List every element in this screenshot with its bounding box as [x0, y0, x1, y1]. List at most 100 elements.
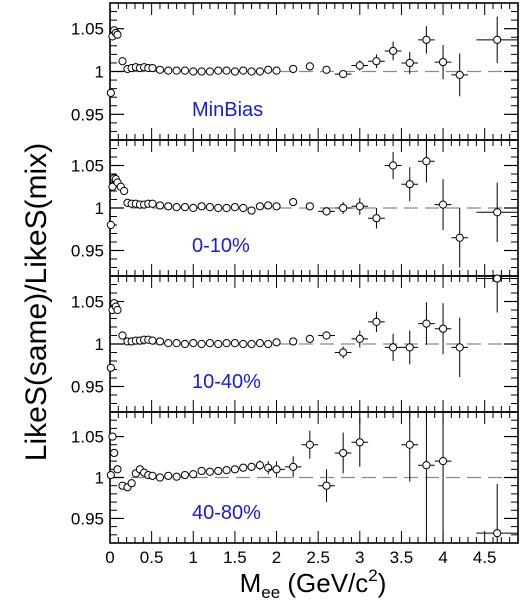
- data-point: [494, 36, 501, 43]
- x-axis-label-sup: 2: [368, 566, 377, 585]
- data-point: [107, 221, 114, 228]
- data-point: [290, 65, 297, 72]
- x-tick-label: 0: [105, 548, 114, 567]
- data-point: [181, 471, 188, 478]
- panel-2: 0.95 1 1.05 0-10%: [71, 140, 518, 276]
- data-point: [109, 433, 116, 440]
- y-tick-label: 1: [95, 469, 104, 488]
- data-point: [240, 340, 247, 347]
- data-point: [121, 187, 128, 194]
- panel-4: 0.95 1 1.05 0 0.5 1 1.5 2 2.5 3 3.5 4 4.5 40-80%: [71, 412, 518, 567]
- data-point: [494, 275, 501, 282]
- data-point: [240, 67, 247, 74]
- data-point: [190, 471, 197, 478]
- data-point: [439, 201, 446, 208]
- y-tick-label: 1: [95, 335, 104, 354]
- y-tick-label: 0.95: [71, 509, 104, 528]
- data-point: [107, 364, 114, 371]
- y-tick-label: 1: [95, 199, 104, 218]
- data-point: [248, 68, 255, 75]
- data-point: [149, 472, 156, 479]
- data-point: [181, 340, 188, 347]
- data-point: [190, 204, 197, 211]
- data-point: [248, 207, 255, 214]
- data-point: [406, 441, 413, 448]
- data-point: [190, 68, 197, 75]
- x-axis-label-main: M: [240, 568, 262, 598]
- data-point: [240, 204, 247, 211]
- data-point: [128, 480, 135, 487]
- data-point: [215, 340, 222, 347]
- x-axis-label-close: ): [378, 568, 387, 598]
- data-point: [149, 200, 156, 207]
- data-point: [165, 340, 172, 347]
- x-tick-label: 1.5: [223, 548, 247, 567]
- data-point: [323, 482, 330, 489]
- data-point: [423, 320, 430, 327]
- data-point: [423, 36, 430, 43]
- data-point: [265, 202, 272, 209]
- data-point: [290, 463, 297, 470]
- data-point: [273, 67, 280, 74]
- data-point: [356, 62, 363, 69]
- data-point: [248, 340, 255, 347]
- y-tick-label: 1.05: [71, 157, 104, 176]
- data-point: [114, 306, 121, 313]
- panel-label: 40-80%: [192, 502, 261, 524]
- data-point: [198, 203, 205, 210]
- data-point: [149, 337, 156, 344]
- data-point: [198, 467, 205, 474]
- data-point: [190, 340, 197, 347]
- data-point: [156, 66, 163, 73]
- panel-label: MinBias: [192, 99, 263, 121]
- data-point: [181, 204, 188, 211]
- data-point: [406, 344, 413, 351]
- y-tick-label: 1.05: [71, 428, 104, 447]
- data-point: [149, 64, 156, 71]
- data-point: [107, 471, 114, 478]
- data-point: [206, 204, 213, 211]
- data-point: [323, 332, 330, 339]
- y-tick-label: 1: [95, 63, 104, 82]
- data-point: [323, 66, 330, 73]
- data-point: [215, 467, 222, 474]
- y-tick-label: 1.05: [71, 293, 104, 312]
- data-point: [223, 67, 230, 74]
- data-point: [306, 441, 313, 448]
- data-point: [256, 340, 263, 347]
- data-point: [265, 66, 272, 73]
- data-point: [456, 234, 463, 241]
- data-point: [356, 439, 363, 446]
- data-point: [165, 203, 172, 210]
- data-point: [406, 59, 413, 66]
- data-point: [223, 204, 230, 211]
- data-point: [173, 67, 180, 74]
- x-tick-label: 2.5: [306, 548, 330, 567]
- y-tick-label: 0.95: [71, 378, 104, 397]
- data-point: [273, 203, 280, 210]
- data-point: [173, 473, 180, 480]
- data-point: [215, 67, 222, 74]
- x-tick-label: 4.5: [473, 548, 497, 567]
- data-point: [181, 67, 188, 74]
- data-point: [256, 68, 263, 75]
- data-point: [273, 339, 280, 346]
- data-point: [356, 335, 363, 342]
- data-point: [223, 340, 230, 347]
- data-point: [256, 203, 263, 210]
- x-tick-label: 3: [355, 548, 364, 567]
- data-point: [165, 67, 172, 74]
- data-point: [248, 463, 255, 470]
- x-axis-label: Mee (GeV/c2): [240, 566, 387, 600]
- y-tick-label: 0.95: [71, 105, 104, 124]
- data-point: [265, 340, 272, 347]
- data-point: [439, 325, 446, 332]
- data-point: [306, 335, 313, 342]
- data-point: [423, 462, 430, 469]
- data-point: [111, 449, 118, 456]
- panel-label: 0-10%: [192, 235, 250, 257]
- data-point: [390, 47, 397, 54]
- panel-label: 10-40%: [192, 371, 261, 393]
- data-point: [256, 462, 263, 469]
